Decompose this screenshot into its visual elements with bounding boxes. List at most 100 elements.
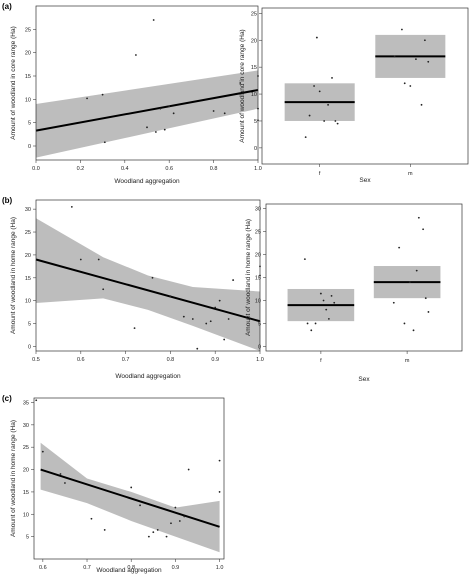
- y-tick-label: 25: [255, 230, 261, 236]
- data-point: [163, 128, 166, 131]
- data-point: [70, 205, 73, 208]
- y-tick-label: 0: [28, 144, 31, 150]
- data-point: [232, 279, 235, 281]
- data-point: [304, 136, 307, 139]
- category-label: m: [408, 171, 413, 177]
- data-point: [159, 107, 162, 110]
- data-point: [218, 491, 221, 493]
- y-tick-label: 30: [23, 423, 29, 429]
- data-point: [318, 90, 321, 93]
- plot-frame: [33, 397, 225, 560]
- data-point: [102, 288, 105, 291]
- data-point: [212, 110, 215, 112]
- data-point: [223, 338, 226, 341]
- data-point: [336, 122, 339, 125]
- data-point: [79, 258, 82, 261]
- data-point: [427, 60, 430, 63]
- y-axis-label: Amount of woodland in core range (Ha): [10, 26, 17, 139]
- y-tick-label: 5: [258, 321, 261, 327]
- data-point: [319, 292, 322, 295]
- x-tick-label: 1.0: [216, 565, 224, 571]
- x-axis-label: Sex: [359, 177, 371, 184]
- y-tick-label: 35: [23, 400, 29, 406]
- y-tick-label: 15: [255, 276, 261, 282]
- y-tick-label: 25: [25, 27, 31, 33]
- y-axis-label: Amount of woodland in core range (Ha): [239, 29, 246, 142]
- y-tick-label: 15: [25, 74, 31, 80]
- y-tick-label: 15: [251, 65, 257, 71]
- y-axis-label: Amount of woodland in home range (Ha): [10, 217, 17, 334]
- data-point: [424, 297, 427, 300]
- plot-frame: [265, 203, 463, 352]
- data-point: [165, 535, 168, 538]
- y-tick-label: 0: [258, 344, 261, 350]
- confidence-band: [36, 70, 258, 158]
- x-tick-label: 0.7: [83, 565, 91, 571]
- data-point: [59, 473, 62, 475]
- data-point: [182, 315, 185, 318]
- x-tick-label: 1.0: [254, 166, 262, 172]
- y-tick-label: 10: [255, 298, 261, 304]
- y-axis-label: Amount of woodland in home range (Ha): [10, 420, 17, 537]
- data-point: [214, 306, 217, 309]
- x-tick-label: 0.9: [211, 357, 219, 363]
- y-tick-label: 5: [254, 119, 257, 125]
- data-point: [422, 228, 425, 231]
- data-point: [196, 347, 199, 350]
- data-point: [151, 276, 154, 279]
- data-point: [325, 308, 328, 311]
- data-point: [156, 529, 159, 531]
- data-point: [170, 522, 172, 525]
- data-point: [239, 82, 242, 84]
- data-point: [103, 529, 106, 531]
- panel-letter: (a): [2, 2, 12, 11]
- data-point: [333, 301, 336, 304]
- data-point: [412, 329, 415, 332]
- data-point: [417, 216, 420, 219]
- data-point: [330, 294, 333, 297]
- x-tick-label: 0.6: [39, 565, 47, 571]
- data-point: [205, 322, 208, 325]
- x-axis-label: Woodland aggregation: [114, 178, 180, 185]
- data-point: [218, 459, 221, 462]
- data-point: [423, 39, 426, 42]
- fit-line: [40, 468, 220, 528]
- data-point: [420, 103, 423, 106]
- y-tick-label: 5: [28, 121, 31, 127]
- x-tick-label: 0.4: [121, 166, 129, 172]
- data-point: [427, 311, 430, 313]
- data-point: [403, 322, 406, 325]
- y-axis-label: Amount of woodland in home range (Ha): [245, 219, 252, 336]
- x-tick-label: 0.7: [122, 357, 130, 363]
- data-point: [178, 520, 181, 522]
- category-label: m: [405, 358, 410, 364]
- data-point: [103, 141, 106, 144]
- data-point: [408, 281, 411, 283]
- data-point: [223, 112, 226, 115]
- y-tick-label: 30: [255, 207, 261, 213]
- data-point: [313, 85, 315, 87]
- data-point: [403, 82, 406, 85]
- plot-frame: [261, 7, 469, 165]
- data-point: [183, 515, 186, 518]
- x-tick-label: 0.2: [77, 166, 85, 172]
- y-tick-label: 10: [23, 512, 29, 518]
- data-point: [392, 301, 395, 304]
- panel-4: 0 5 10 15 20 25 30 f m Sex Amount of woodland in h…: [245, 203, 463, 383]
- panel-letter: (c): [2, 394, 12, 403]
- data-point: [168, 105, 171, 108]
- y-tick-label: 15: [25, 276, 31, 282]
- y-tick-label: 25: [23, 445, 29, 451]
- data-point: [314, 322, 317, 325]
- data-point: [130, 486, 133, 489]
- y-tick-label: 20: [25, 253, 31, 259]
- y-tick-label: 10: [25, 97, 31, 103]
- data-point: [139, 504, 141, 507]
- y-tick-label: 20: [251, 38, 257, 44]
- data-point: [152, 19, 155, 21]
- x-tick-label: 0.6: [165, 166, 173, 172]
- data-point: [409, 85, 412, 87]
- data-point: [218, 299, 221, 302]
- data-point: [310, 329, 313, 332]
